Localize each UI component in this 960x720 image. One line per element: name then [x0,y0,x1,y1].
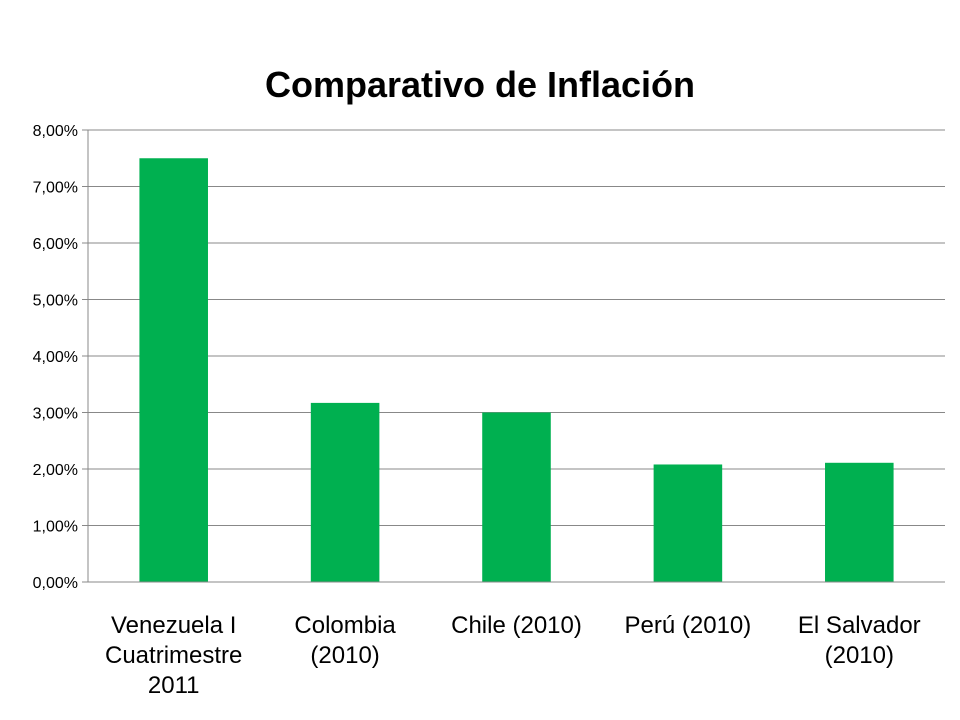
x-tick-label: Colombia (2010) [294,612,396,669]
y-tick-label: 0,00% [33,575,78,592]
x-tick-label: Venezuela I Cuatrimestre 2011 [105,612,242,699]
y-tick-label: 4,00% [33,349,78,366]
x-tick-label-line: Cuatrimestre [105,642,242,669]
x-tick-label-line: (2010) [310,642,379,669]
x-tick-label-line: Colombia [294,612,396,639]
y-tick-label: 7,00% [33,180,78,197]
y-tick-label: 8,00% [33,123,78,140]
x-tick-label: Chile (2010) [451,612,582,639]
x-tick-label-line: 2011 [148,672,200,699]
x-tick-label: El Salvador (2010) [798,612,921,669]
x-tick-label-line: Venezuela I [111,612,236,639]
y-tick-label: 6,00% [33,236,78,253]
x-tick-label-line: (2010) [825,642,894,669]
x-tick-label: Perú (2010) [625,612,752,639]
x-tick-label-line: Perú (2010) [625,612,752,639]
chart-title: Comparativo de Inflación [265,64,695,105]
x-tick-label-line: Chile (2010) [451,612,582,639]
x-tick-label-line: El Salvador [798,612,921,639]
y-tick-label: 2,00% [33,462,78,479]
bar [653,464,723,582]
bar [825,462,894,582]
gridlines [88,129,945,583]
y-tick-label: 1,00% [33,519,78,536]
bar [482,412,551,582]
bars [139,158,894,582]
bar [310,402,380,582]
y-tick-label: 5,00% [33,293,78,310]
bar [139,158,208,582]
x-axis: Venezuela I Cuatrimestre 2011 Colombia (2010… [88,581,945,699]
y-tick-label: 3,00% [33,406,78,423]
y-axis: 0,00% 1,00% 2,00% 3,00% 4,00% 5,00% 6,00% 7,00%… [33,123,89,592]
